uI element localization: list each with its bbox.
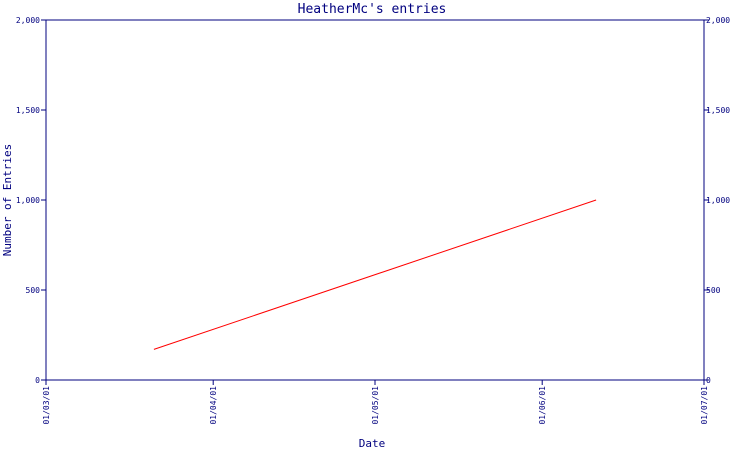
x-axis: 01/03/01 01/04/01 01/05/01 01/06/01 01/07/01 [42,380,709,425]
y-tick-label-left: 1,000 [16,196,40,205]
x-axis-label: Date [359,437,386,450]
y-tick-label-right: 2,000 [706,16,730,25]
y-tick-label-right: 1,500 [706,106,730,115]
y-axis-label: Number of Entries [1,144,14,257]
y-tick-label-left: 500 [26,286,41,295]
x-tick-label: 01/05/01 [371,386,380,425]
x-tick-label: 01/07/01 [700,386,709,425]
x-tick-label: 01/04/01 [209,386,218,425]
y-axis-right: 0 500 1,000 1,500 2,000 [704,16,730,385]
y-tick-label-left: 0 [35,376,40,385]
y-tick-label-right: 1,000 [706,196,730,205]
y-axis-left: 0 500 1,000 1,500 2,000 [16,16,46,385]
plot-area [45,19,705,381]
y-tick-label-left: 1,500 [16,106,40,115]
y-tick-label-right: 0 [706,376,711,385]
x-tick-label: 01/03/01 [42,386,51,425]
y-tick-label-left: 2,000 [16,16,40,25]
chart-title: HeatherMc's entries [298,2,447,17]
series-line-0 [153,199,597,350]
x-tick-label: 01/06/01 [538,386,547,425]
series-layer [153,199,597,350]
y-tick-label-right: 500 [706,286,721,295]
